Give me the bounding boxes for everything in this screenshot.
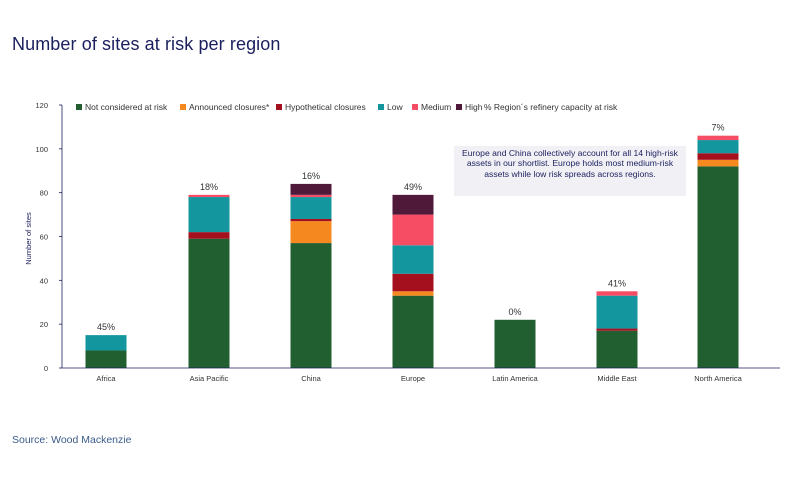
bar-segment <box>188 197 230 233</box>
x-tick-label: China <box>301 374 321 383</box>
bar-segment <box>290 218 332 222</box>
bars <box>85 135 739 368</box>
bar-segment <box>596 295 638 329</box>
legend-label: % Region´s refinery capacity at risk <box>484 102 618 112</box>
bar-segment <box>290 243 332 368</box>
bar-segment <box>188 238 230 368</box>
percent-label: 49% <box>404 182 422 192</box>
legend-swatch <box>378 104 384 110</box>
bar-segment <box>392 291 434 296</box>
x-tick-label: Europe <box>401 374 425 383</box>
percent-label: 7% <box>711 123 724 133</box>
legend-label: Not considered at risk <box>85 102 168 112</box>
y-tick-label: 100 <box>35 145 48 154</box>
bar-segment <box>290 221 332 244</box>
bar-segment <box>697 153 739 160</box>
bar-segment <box>596 328 638 331</box>
bar-segment <box>392 214 434 246</box>
bar-segment <box>494 319 536 368</box>
legend-swatch <box>412 104 418 110</box>
bar-segment <box>85 335 127 351</box>
y-tick-label: 60 <box>40 233 48 242</box>
x-tick-label: Asia Pacific <box>190 374 229 383</box>
bar-segment <box>392 295 434 368</box>
bar-segment <box>188 194 230 198</box>
bar-segment <box>392 194 434 215</box>
legend-label: Medium <box>421 102 451 112</box>
x-axis: Africa Asia Pacific China Europe Latin Ameri… <box>62 367 780 383</box>
y-tick-label: 120 <box>35 101 48 110</box>
legend: Not considered at risk Announced closures… <box>76 102 618 112</box>
bar-segment <box>290 183 332 195</box>
bar-segment <box>392 273 434 292</box>
percent-label: 16% <box>302 171 320 181</box>
legend-label: Low <box>387 102 403 112</box>
bar-segment <box>290 197 332 219</box>
bar-segment <box>697 140 739 154</box>
y-axis: 0 20 40 60 80 100 120 Number of sites <box>24 101 63 373</box>
y-tick-label: 80 <box>40 189 48 198</box>
percent-label: 0% <box>508 307 521 317</box>
percent-label: 45% <box>97 322 115 332</box>
percent-labels: 45% 18% 16% 49% 0% 41% 7% <box>97 123 725 332</box>
bar-segment <box>85 350 127 368</box>
legend-swatch <box>180 104 186 110</box>
bar-segment <box>290 194 332 198</box>
legend-label: Announced closures* <box>189 102 270 112</box>
legend-swatch <box>276 104 282 110</box>
legend-label: High <box>465 102 483 112</box>
chart-title: Number of sites at risk per region <box>12 34 281 54</box>
legend-label: Hypothetical closures <box>285 102 366 112</box>
bar-segment <box>697 166 739 368</box>
bar-segment <box>697 135 739 141</box>
y-tick-label: 0 <box>44 364 48 373</box>
percent-label: 41% <box>608 278 626 288</box>
x-tick-label: Africa <box>96 374 116 383</box>
legend-swatch <box>76 104 82 110</box>
x-tick-label: Middle East <box>597 374 637 383</box>
y-axis-label: Number of sites <box>24 212 33 265</box>
x-tick-label: North America <box>694 374 742 383</box>
legend-swatch <box>456 104 462 110</box>
source-note: Source: Wood Mackenzie <box>12 434 132 446</box>
x-tick-label: Latin America <box>492 374 538 383</box>
bar-segment <box>596 330 638 368</box>
bar-segment <box>392 245 434 274</box>
y-tick-label: 40 <box>40 276 48 285</box>
bar-segment <box>697 159 739 167</box>
percent-label: 18% <box>200 182 218 192</box>
bar-segment <box>596 291 638 296</box>
bar-segment <box>188 232 230 239</box>
y-tick-label: 20 <box>40 320 48 329</box>
annotation-box: Europe and China collectively account fo… <box>454 146 686 196</box>
